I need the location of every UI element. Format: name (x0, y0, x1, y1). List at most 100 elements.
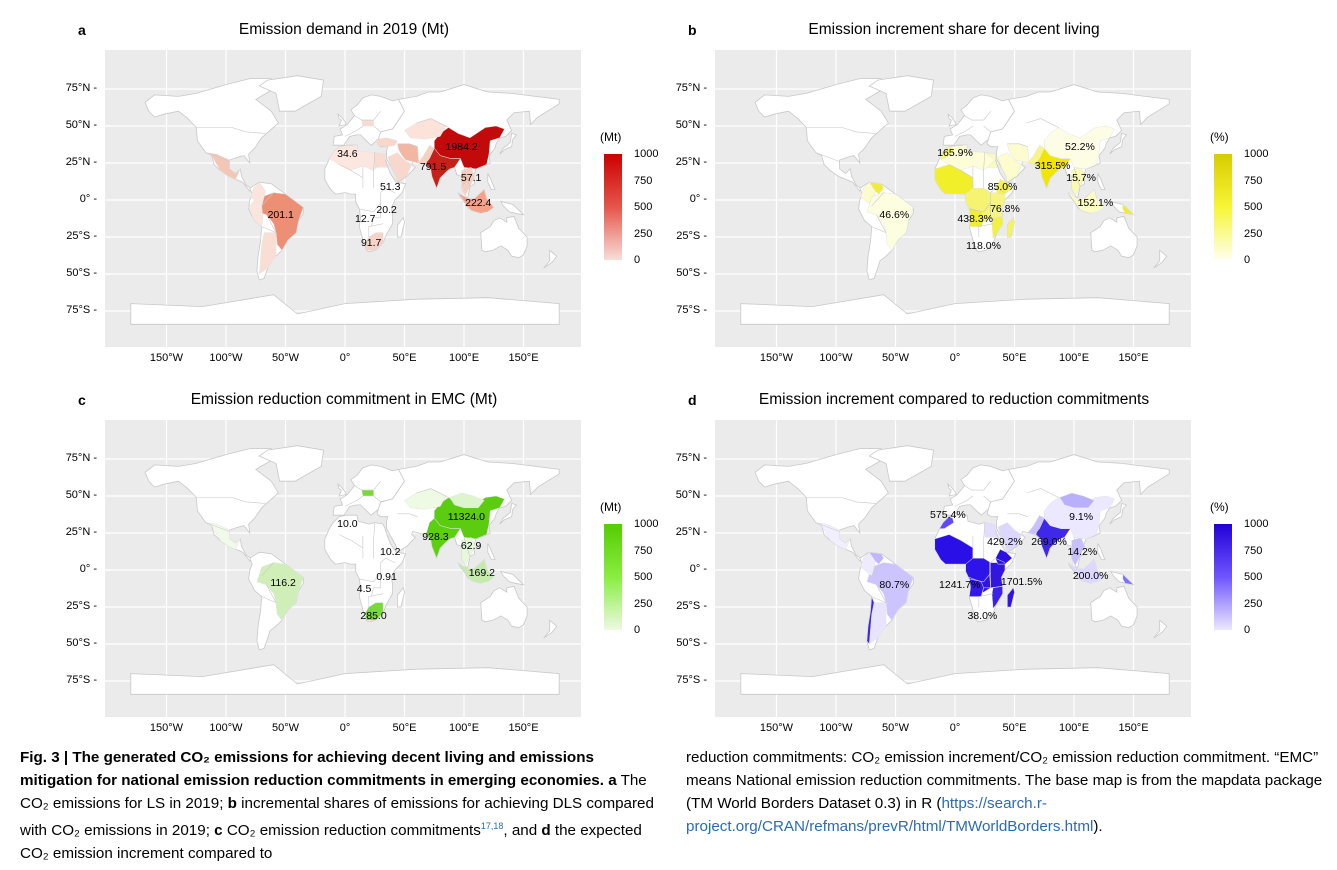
country-border (806, 497, 876, 504)
country-border (969, 202, 991, 213)
landmass-northAmerica (144, 448, 279, 562)
lon-tick-label: 50°W (881, 722, 910, 734)
country-border (397, 546, 408, 553)
landmass-japan (499, 132, 518, 155)
country-fill-indonesia (457, 189, 495, 214)
value-label: 46.6% (879, 208, 910, 221)
map-panel-d: d Emission increment compared to reducti… (630, 370, 1270, 740)
country-border (397, 513, 418, 517)
country-border (205, 522, 230, 532)
lat-tick-label: 0° - (689, 563, 707, 575)
value-label: 315.5% (1034, 159, 1071, 172)
caption-right-text: reduction commitments: CO₂ emission incr… (686, 749, 1323, 812)
country-fill-brazil (866, 562, 914, 621)
legend-tick-label: 250 (1244, 597, 1263, 610)
country-fill-brazil (256, 562, 304, 621)
country-border (871, 562, 884, 577)
value-label: 62.9 (460, 540, 482, 553)
country-border (980, 587, 991, 597)
country-border (373, 125, 381, 133)
value-label: 10.2 (380, 546, 401, 559)
lon-tick-label: 150°E (1118, 352, 1149, 364)
lat-tick-label: 50°N - (65, 489, 97, 501)
country-fill-morocco (939, 146, 955, 159)
world-map (105, 420, 581, 717)
lat-tick-label: 25°N - (675, 526, 707, 538)
map-panel-c: c Emission reduction commitment in EMC (… (20, 370, 660, 740)
country-border (261, 226, 277, 233)
legend-unit: (Mt) (600, 130, 622, 144)
country-border (871, 192, 884, 207)
country-border (368, 223, 384, 237)
value-label: 9.1% (1069, 510, 1094, 523)
country-fill-saudi (997, 522, 1022, 553)
lat-tick-label: 25°N - (675, 156, 707, 168)
country-border (983, 152, 986, 189)
lat-tick-label: 25°S - (676, 230, 707, 242)
landmass-greenland (868, 75, 935, 112)
country-fill-poland (361, 489, 374, 497)
landmass-newguinea (500, 200, 525, 216)
country-border (359, 572, 381, 583)
caption-part-d-pre: , and (503, 822, 542, 840)
country-border (1064, 167, 1068, 175)
country-border (815, 152, 840, 162)
caption-part-b: incremental shares of emissions for achi… (20, 795, 654, 840)
value-label: 38.0% (967, 609, 998, 622)
color-legend: (%) 1000 750 500 250 0 (1210, 130, 1280, 270)
map-plot-area: 11324.0 10.0 928.3 62.9 10.2 169.2 116.2 0.91 4.… (105, 420, 581, 717)
panel-label: a (78, 22, 86, 38)
country-border (1007, 176, 1018, 183)
landmass-australia (1090, 585, 1138, 629)
country-border (416, 118, 449, 128)
landmass-australia (1090, 215, 1138, 259)
landmass-japan (499, 502, 518, 525)
value-label: 52.2% (1065, 140, 1095, 153)
lat-tick-label: 25°S - (676, 600, 707, 612)
lat-tick-label: 75°N - (675, 452, 707, 464)
country-border (354, 111, 381, 121)
country-border (463, 167, 471, 187)
country-border (876, 214, 887, 233)
country-border (815, 522, 840, 532)
legend-unit: (Mt) (600, 500, 622, 514)
landmass-japan (1109, 132, 1128, 155)
landmass-uk (337, 483, 347, 497)
country-border (344, 495, 364, 507)
legend-tick-label: 1000 (1244, 518, 1269, 530)
lat-tick-label: 75°N - (65, 452, 97, 464)
legend-tick-label: 0 (1244, 624, 1251, 636)
country-border (954, 125, 974, 137)
value-label: 200.0% (1072, 569, 1109, 582)
country-fill-china (1044, 125, 1115, 170)
landmass-uk (947, 483, 957, 497)
country-fill-turkey (375, 137, 398, 147)
color-legend: (Mt) 1000 750 500 250 0 (600, 130, 670, 270)
value-label: 118.0% (966, 239, 1001, 252)
legend-tick-label: 0 (634, 624, 641, 636)
landmass-uk (337, 113, 347, 127)
caption-part-d: the expected CO₂ emission increment comp… (20, 822, 642, 863)
country-border (266, 584, 277, 603)
map-plot-area: 575.4% 9.1% 429.2% 269.0% 14.2% 200.0% 80.7% 12… (715, 420, 1191, 717)
country-border (1026, 118, 1059, 128)
value-label: 57.1 (460, 171, 482, 184)
lat-tick-label: 75°S - (66, 674, 97, 686)
country-border (385, 159, 389, 168)
value-label: 201.1 (267, 208, 294, 221)
country-border (1007, 546, 1018, 553)
caption-refs[interactable]: 17,18 (480, 821, 504, 831)
country-border (964, 111, 991, 121)
panel-label: d (688, 392, 697, 408)
landmass-antarctica (740, 294, 1170, 325)
country-border (370, 587, 381, 597)
lon-tick-label: 0° (339, 352, 351, 364)
country-border (1007, 513, 1028, 517)
landmass-greenland (868, 445, 935, 482)
caption-part-d-label: d (541, 822, 551, 840)
lon-tick-label: 0° (949, 352, 961, 364)
source-link[interactable]: https://search.r-project.org/CRAN/refman… (686, 795, 1094, 835)
country-border (354, 481, 381, 491)
country-fill-mexico (205, 522, 241, 550)
color-legend: (Mt) 1000 750 500 250 0 (600, 500, 670, 640)
